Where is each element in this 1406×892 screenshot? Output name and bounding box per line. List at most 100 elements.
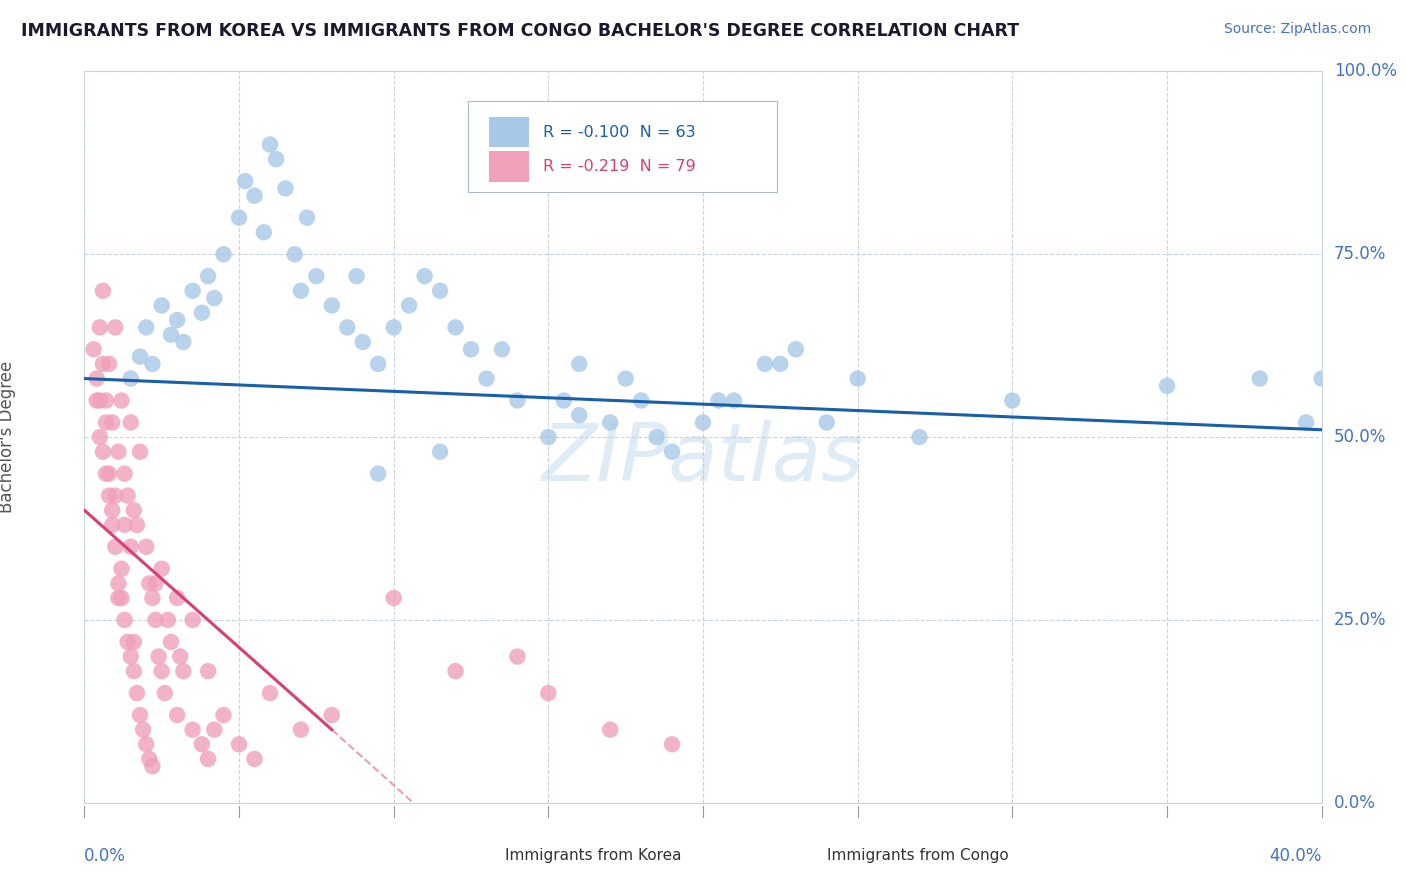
Point [101, 416, 124, 430]
Point [122, 503, 145, 517]
Text: Immigrants from Korea: Immigrants from Korea [505, 848, 682, 863]
Point [94, 467, 117, 481]
Point [290, 284, 312, 298]
Point [138, 752, 160, 766]
Point [122, 635, 145, 649]
Point [413, 269, 436, 284]
Point [129, 350, 152, 364]
Point [135, 540, 157, 554]
Point [259, 137, 281, 152]
Point [212, 708, 235, 723]
Point [166, 313, 188, 327]
FancyBboxPatch shape [778, 841, 811, 870]
Point [346, 269, 368, 284]
Text: Source: ZipAtlas.com: Source: ZipAtlas.com [1223, 22, 1371, 37]
Point [1001, 393, 1024, 408]
Point [846, 371, 869, 385]
Text: 25.0%: 25.0% [1334, 611, 1386, 629]
Text: 75.0%: 75.0% [1334, 245, 1386, 263]
Point [197, 752, 219, 766]
Point [444, 320, 467, 334]
Point [202, 291, 225, 305]
Point [172, 334, 194, 349]
Text: R = -0.219  N = 79: R = -0.219 N = 79 [543, 159, 696, 174]
Point [259, 686, 281, 700]
Point [166, 708, 188, 723]
Point [169, 649, 191, 664]
Point [537, 686, 560, 700]
Text: Bachelor's Degree: Bachelor's Degree [0, 361, 15, 513]
Point [160, 635, 183, 649]
Point [506, 649, 529, 664]
Point [132, 723, 155, 737]
Point [181, 613, 204, 627]
Point [460, 343, 482, 357]
Point [148, 649, 170, 664]
Point [321, 298, 343, 312]
Point [367, 467, 389, 481]
Point [120, 371, 142, 385]
Point [89, 430, 111, 444]
Point [274, 181, 297, 195]
Point [117, 635, 139, 649]
Point [614, 371, 637, 385]
Point [166, 591, 188, 605]
Point [233, 174, 256, 188]
FancyBboxPatch shape [489, 117, 529, 147]
Point [537, 430, 560, 444]
Point [181, 723, 204, 737]
Point [475, 371, 498, 385]
Point [295, 211, 318, 225]
Text: Immigrants from Congo: Immigrants from Congo [827, 848, 1008, 863]
Point [150, 664, 173, 678]
Point [104, 489, 127, 503]
Point [661, 737, 683, 751]
Point [114, 467, 136, 481]
Point [114, 613, 136, 627]
Point [129, 444, 152, 458]
Point [382, 591, 405, 605]
Point [284, 247, 307, 261]
Point [228, 737, 250, 751]
Point [630, 393, 652, 408]
Point [661, 444, 683, 458]
Point [321, 708, 343, 723]
Point [243, 188, 266, 202]
Point [150, 298, 173, 312]
Point [253, 225, 276, 239]
Point [153, 686, 176, 700]
Point [141, 591, 163, 605]
Point [908, 430, 931, 444]
Point [382, 320, 405, 334]
Point [202, 723, 225, 737]
Point [110, 591, 132, 605]
Point [86, 371, 108, 385]
Point [117, 489, 139, 503]
Point [815, 416, 838, 430]
Text: 100.0%: 100.0% [1334, 62, 1398, 80]
Point [94, 393, 117, 408]
Point [89, 393, 111, 408]
Point [172, 664, 194, 678]
Point [754, 357, 776, 371]
Point [101, 503, 124, 517]
Point [707, 393, 730, 408]
Point [107, 576, 129, 591]
Point [104, 320, 127, 334]
Point [785, 343, 807, 357]
Point [645, 430, 668, 444]
Point [145, 576, 167, 591]
Point [228, 211, 250, 225]
Point [107, 591, 129, 605]
Point [89, 320, 111, 334]
Point [191, 306, 214, 320]
Point [1310, 371, 1333, 385]
Point [120, 540, 142, 554]
Point [91, 357, 114, 371]
Point [125, 517, 148, 532]
Point [599, 416, 621, 430]
Point [181, 284, 204, 298]
Point [264, 152, 287, 166]
Point [101, 517, 124, 532]
Point [98, 467, 121, 481]
